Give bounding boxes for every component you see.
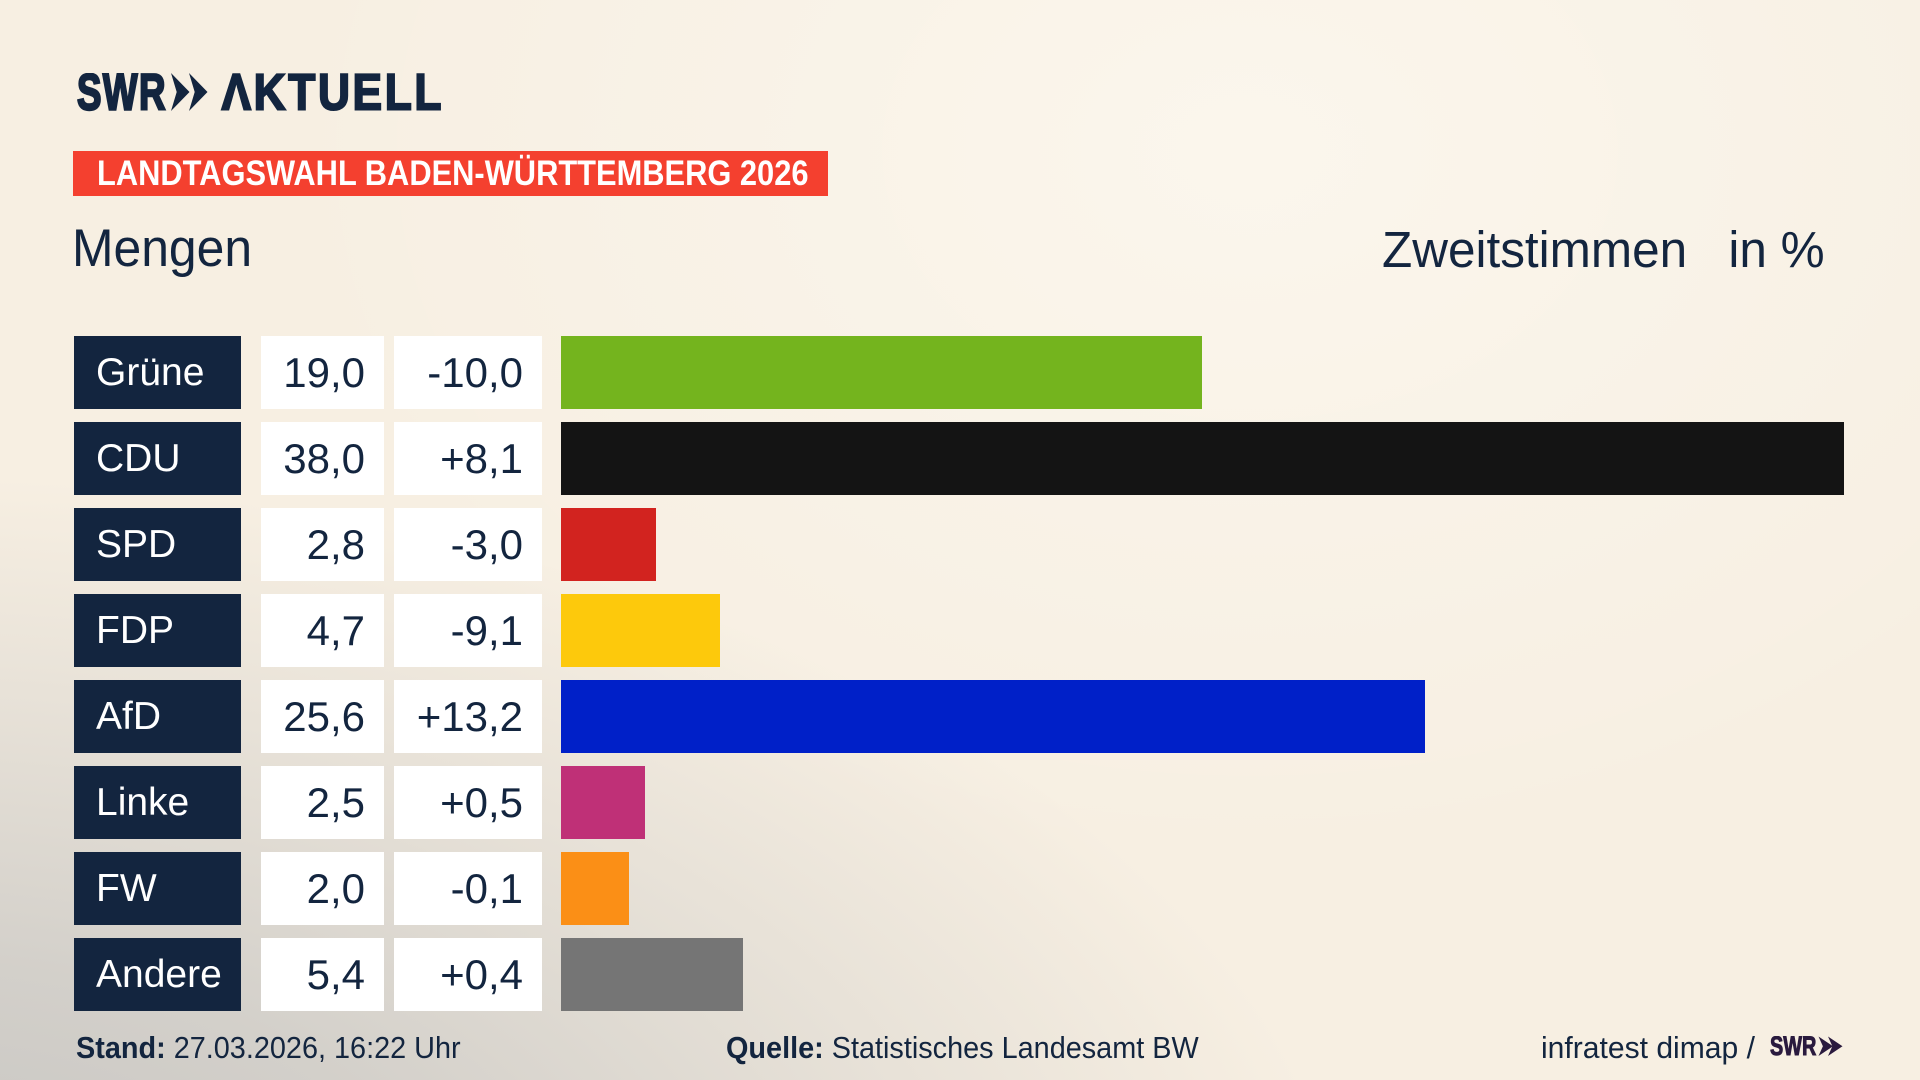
svg-text:ΛKTUELL: ΛKTUELL (222, 73, 445, 121)
svg-text:SWR: SWR (77, 73, 167, 121)
svg-text:SWR: SWR (1770, 1036, 1816, 1058)
